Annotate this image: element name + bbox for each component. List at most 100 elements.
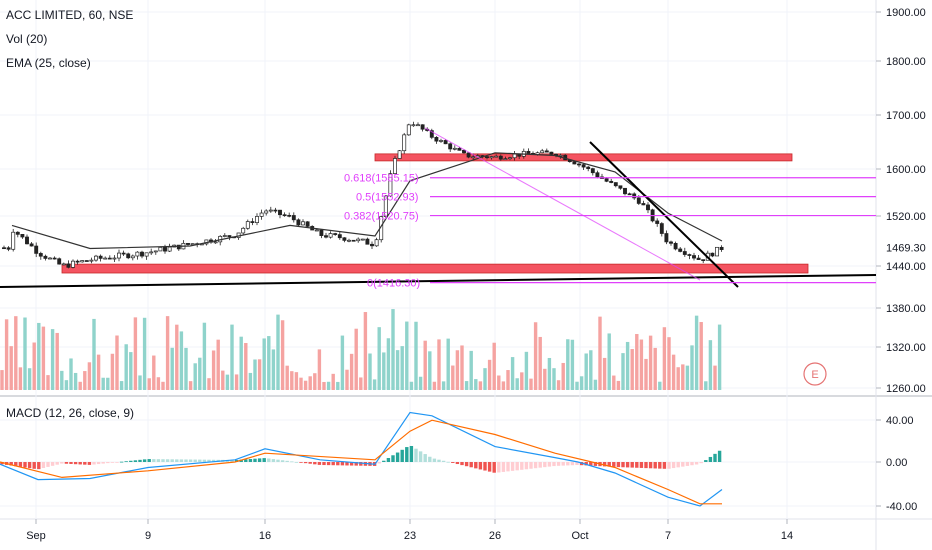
candle-body (485, 156, 489, 159)
trendline-downtrend (589, 141, 739, 288)
candle-body (586, 166, 591, 169)
macd-histogram-bar (23, 462, 27, 468)
candle-body (471, 156, 476, 159)
volume-bar (317, 349, 322, 390)
price-axis-label: 1700.00 (886, 110, 926, 122)
candle-body (328, 233, 333, 238)
candle-body (61, 263, 66, 266)
volume-bar (345, 369, 349, 390)
candle-body (301, 221, 305, 226)
volume-bar (570, 339, 575, 390)
volume-bar (142, 317, 147, 390)
volume-bar (359, 377, 363, 390)
candle-body (333, 233, 338, 235)
volume-bar (27, 368, 32, 390)
volume-bar (336, 381, 340, 390)
zone-support (61, 263, 809, 274)
macd-axis-label: -40.00 (886, 501, 917, 513)
macd-histogram-bar (119, 461, 124, 463)
macd-histogram-bar (529, 462, 533, 469)
volume-bar (138, 375, 142, 390)
macd-histogram-bar (0, 462, 4, 465)
volume-bar (681, 364, 685, 390)
candle-body (241, 227, 246, 234)
macd-histogram-bar (359, 462, 363, 466)
volume-bar (175, 324, 179, 390)
volume-bar (501, 381, 506, 390)
volume-bar (400, 346, 404, 390)
volume-bar (538, 336, 542, 390)
candle-body (623, 187, 627, 195)
candle-body (503, 158, 508, 161)
volume-bar (230, 324, 234, 390)
trendline-support (0, 274, 877, 288)
candle-body (103, 257, 108, 260)
candle-body (687, 254, 692, 256)
macd-histogram-bar (658, 462, 662, 469)
volume-bar (589, 350, 593, 390)
macd-line (0, 411, 723, 507)
legend-main[interactable]: ACC LIMITED, 60, NSE (6, 8, 134, 22)
volume-bar (239, 336, 243, 390)
volume-bar (552, 368, 556, 390)
candle-body (273, 209, 278, 212)
time-axis-label: Oct (571, 530, 588, 542)
candle-body (130, 255, 135, 259)
time-axis[interactable]: Sep 9 16 23 26 Oct 7 14 (26, 519, 793, 542)
volume-bar (487, 359, 492, 390)
macd-histogram-bar (147, 459, 151, 462)
candle-body (659, 223, 664, 234)
macd-histogram-bar (244, 459, 248, 462)
macd-histogram-bar (520, 462, 524, 470)
candle-body (342, 237, 347, 241)
volume-bar (520, 372, 524, 390)
price-axis-label: 1520.00 (886, 211, 926, 223)
volume-bar (653, 347, 657, 390)
volume-bar (37, 322, 41, 390)
macd-histogram-bar (478, 462, 483, 470)
volume-bar (704, 381, 708, 390)
earnings-marker[interactable]: E (803, 362, 827, 386)
macd-histogram-bar (202, 459, 207, 462)
candle-body (287, 214, 292, 217)
macd-histogram-bar (694, 462, 699, 465)
candle-body (305, 221, 310, 227)
volume-bar (464, 381, 469, 390)
macd-histogram-bar (704, 460, 708, 462)
macd-histogram-bar (667, 462, 671, 469)
legend-ema[interactable]: EMA (25, close) (6, 56, 91, 70)
candle-body (678, 248, 683, 252)
macd-histogram-bar (612, 462, 616, 467)
price-axis[interactable]: 1900.00 1800.00 1700.00 1600.00 1520.00 1440.… (876, 7, 932, 395)
volume-bar (303, 380, 308, 390)
volume-bar (156, 377, 161, 390)
macd-histogram-bar (267, 458, 271, 462)
volume-bar (497, 375, 501, 390)
macd-histogram-bar (280, 460, 285, 462)
candle-body (250, 221, 255, 223)
volume-bar (115, 335, 119, 390)
volume-bar (423, 340, 427, 390)
candle-body (158, 247, 163, 252)
volume-bar (248, 372, 253, 390)
volume-bar (667, 337, 671, 390)
volume-bar (405, 321, 409, 390)
macd-histogram-bar (409, 445, 414, 462)
candle-body (701, 259, 706, 261)
macd-histogram-bar (276, 459, 280, 462)
volume-bar (216, 339, 220, 390)
legend-macd[interactable]: MACD (12, 26, close, 9) (6, 406, 135, 420)
candle-body (296, 219, 301, 226)
legend-volume[interactable]: Vol (20) (6, 32, 48, 46)
volume-bar (561, 362, 565, 390)
candle-body (715, 246, 719, 257)
candle-body (144, 252, 149, 257)
macd-histogram-bar (271, 459, 276, 462)
macd-histogram-bar (96, 462, 101, 465)
candle-body (89, 259, 94, 262)
candle-body (508, 157, 512, 160)
volume-bar (23, 317, 27, 390)
volume-bar (699, 322, 703, 390)
macd-histogram-bar (524, 462, 529, 470)
